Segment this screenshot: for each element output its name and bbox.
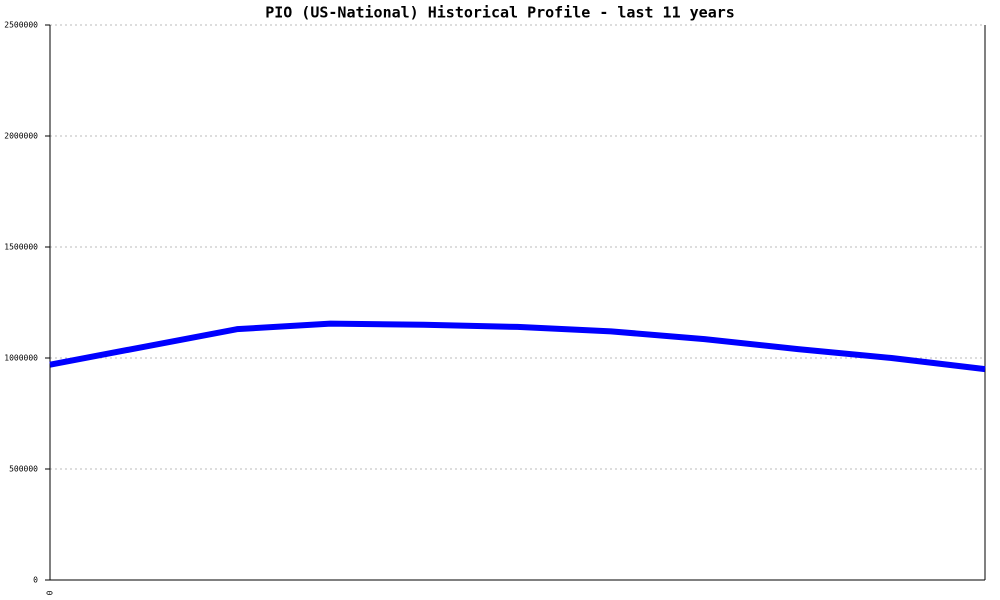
y-tick-label: 1000000 — [4, 354, 38, 363]
series-line — [49, 320, 986, 373]
chart-title: PIO (US-National) Historical Profile - l… — [265, 4, 735, 22]
y-tick-label: 0 — [33, 576, 38, 585]
y-tick-label: 2000000 — [4, 132, 38, 141]
y-tick-label: 500000 — [9, 465, 38, 474]
x-tick-label: 0 — [46, 590, 55, 595]
y-tick-label: 1500000 — [4, 243, 38, 252]
y-tick-label: 2500000 — [4, 21, 38, 30]
